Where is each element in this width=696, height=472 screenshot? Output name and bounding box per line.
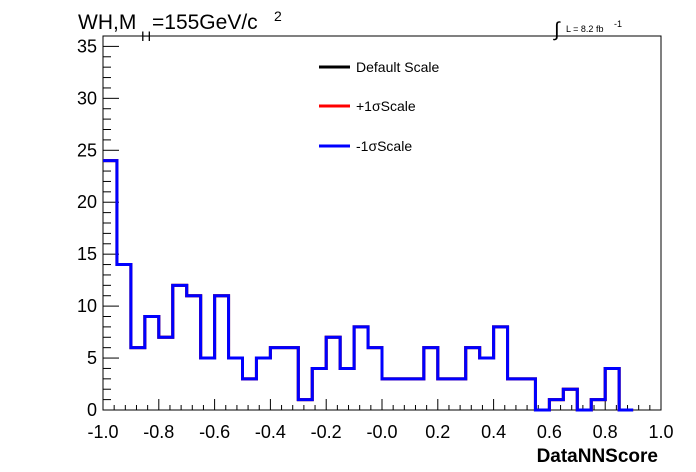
lumi-superscript: -1 <box>614 19 622 29</box>
legend-entry: +1σScale <box>356 98 416 114</box>
x-tick-label: 0.6 <box>537 422 562 442</box>
legend-entry: Default Scale <box>356 59 439 75</box>
x-tick-label: 0.2 <box>425 422 450 442</box>
x-tick-label: 1.0 <box>648 422 673 442</box>
y-tick-label: 20 <box>77 192 97 212</box>
y-tick-label: 5 <box>87 348 97 368</box>
y-tick-label: 10 <box>77 296 97 316</box>
x-tick-label: -1.0 <box>87 422 118 442</box>
x-tick-label: -0.8 <box>143 422 174 442</box>
x-tick-label: 0.4 <box>481 422 506 442</box>
integral-symbol: ∫ <box>553 19 561 41</box>
lumi-label: L = 8.2 fb <box>566 24 603 34</box>
x-tick-label: -0.4 <box>255 422 286 442</box>
series-line-2 <box>103 159 634 412</box>
x-axis-label: DataNNScore <box>537 446 658 467</box>
y-tick-label: 25 <box>77 140 97 160</box>
y-tick-label: 0 <box>87 400 97 420</box>
x-tick-label: 0.8 <box>593 422 618 442</box>
axes: -1.0 -0.8 -0.6 -0.4 -0.2 -0.0 0.2 0.4 0.6 0.8 1.0 0… <box>77 35 674 442</box>
chart-title: WH,M <box>78 11 136 34</box>
chart-title-superscript: 2 <box>274 8 282 24</box>
legend: Default Scale +1σScale -1σScale <box>319 59 439 154</box>
chart-title-rest: =155GeV/c <box>152 11 258 34</box>
legend-entry: -1σScale <box>356 138 412 154</box>
x-tick-label: -0.6 <box>199 422 230 442</box>
y-tick-label: 35 <box>77 36 97 56</box>
series-group <box>103 159 634 412</box>
x-tick-label: -0.0 <box>366 422 397 442</box>
y-tick-label: 15 <box>77 244 97 264</box>
y-tick-label: 30 <box>77 88 97 108</box>
x-tick-label: -0.2 <box>311 422 342 442</box>
